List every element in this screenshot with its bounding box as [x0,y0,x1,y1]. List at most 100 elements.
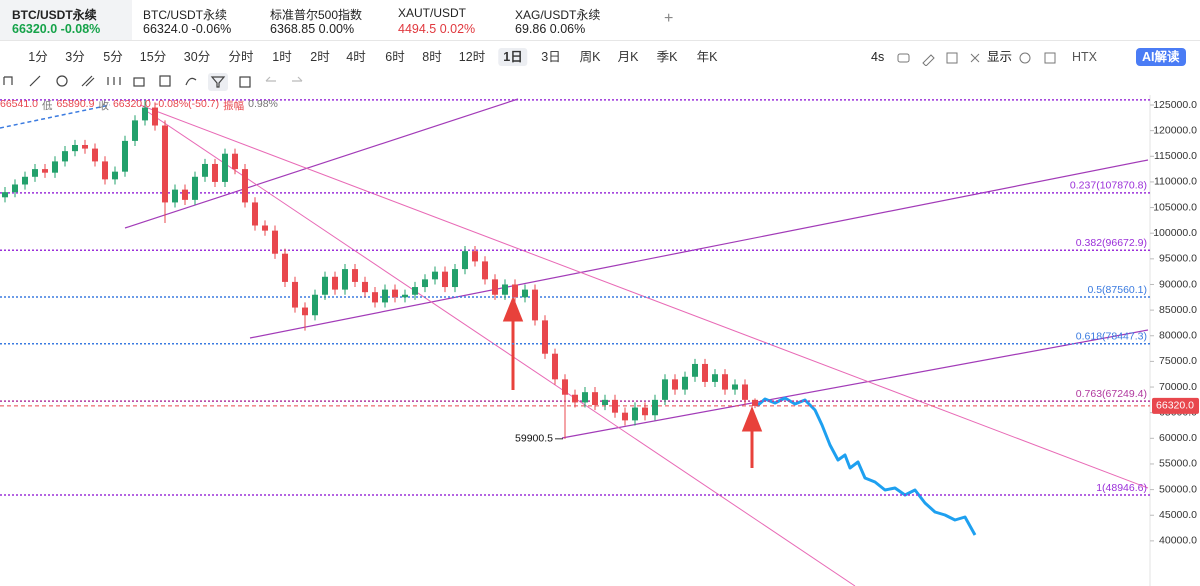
interval-option[interactable]: 1日 [498,48,528,66]
candle-body [332,276,338,290]
interval-option[interactable]: 5分 [103,50,123,64]
exchange-select[interactable]: HTX [1072,48,1097,66]
ticker-price: 4494.5 [398,22,437,36]
candle-body [322,276,328,295]
copy-tool[interactable] [159,75,171,87]
ticker-tab[interactable]: XAG/USDT永续 69.86 0.06% [515,0,640,40]
y-tick-label: 100000.0 [1153,227,1197,239]
candle-body [362,281,368,293]
y-tick-label: 105000.0 [1153,201,1197,213]
candle-body [742,384,748,400]
candle-body [162,125,168,203]
line-tool[interactable] [29,75,41,87]
interval-option[interactable]: 2时 [310,50,330,64]
candle-body [652,399,658,416]
magnet-tool[interactable] [185,77,197,86]
candle-body [192,176,198,200]
active-tab-bg [0,0,132,40]
ai-button[interactable]: AI解读 [1136,48,1186,66]
redo-tool[interactable] [292,76,303,82]
interval-option[interactable]: 3分 [65,50,85,64]
candle-body [732,384,738,390]
interval-option[interactable]: 1时 [272,50,292,64]
interval-option[interactable]: 30分 [183,50,211,64]
interval-option[interactable]: 15分 [139,50,167,64]
camera-icon[interactable] [897,53,910,63]
delete-tool[interactable] [239,76,251,88]
candle-body [142,107,148,121]
layout-icon[interactable] [1044,52,1056,64]
pattern-tool[interactable] [107,77,121,85]
add-tab[interactable]: + [664,10,674,27]
ticker-price: 66324.0 [143,22,189,36]
interval-option[interactable]: 分时 [228,50,254,64]
candle-body [342,269,348,290]
candle-body [52,161,58,173]
ohlc-item: 65890.9 [56,98,95,110]
y-tick-label: 85000.0 [1159,304,1197,316]
candle-body [612,399,618,413]
candle-body [412,287,418,295]
candle-body [542,320,548,354]
interval-option[interactable]: 3日 [541,50,561,64]
candle-body [132,120,138,141]
candle-body [72,144,78,152]
ticker-quote: 4494.5 0.02% [398,22,475,36]
candle-body [642,407,648,416]
fib-label: 0.382(96672.9) [1076,237,1147,249]
interval-option[interactable]: 月K [617,50,639,64]
y-tick-label: 60000.0 [1159,432,1197,444]
frame-icon[interactable] [946,52,958,64]
dashed-trend-line [0,104,111,129]
candle-body [312,294,318,316]
countdown[interactable]: 4s [871,50,885,64]
candle-body [582,392,588,403]
ticker-tab[interactable]: 标准普尔500指数 6368.85 0.00% [270,0,395,40]
candle-body [512,284,518,298]
ticker-tab[interactable]: BTC/USDT永续 66324.0 -0.06% [143,0,268,40]
cursor-tool[interactable] [3,76,13,85]
candle-body [702,363,708,382]
interval-option[interactable]: 6时 [385,50,405,64]
interval-option[interactable]: 12时 [458,50,486,64]
expand-icon[interactable] [970,53,980,63]
candle-body [452,269,458,288]
candle-body [752,399,758,406]
interval-option[interactable]: 周K [579,50,601,64]
pen-icon[interactable] [922,54,935,66]
interval-option[interactable]: 年K [696,50,718,64]
zoom-tool[interactable] [56,75,68,87]
filter-tool[interactable] [210,76,226,88]
settings-icon[interactable] [1019,52,1031,64]
ticker-price: 66320.0 [12,22,58,36]
interval-option[interactable]: 4时 [346,50,366,64]
ohlc-item: 0.98% [248,98,278,110]
undo-tool[interactable] [265,76,276,82]
interval-option[interactable]: 季K [656,50,678,64]
up-arrow [741,405,763,468]
candle-body [252,202,258,226]
lock-tool[interactable] [133,77,145,87]
ticker-tab[interactable]: XAUT/USDT 4494.5 0.02% [398,0,523,40]
channel-line [561,329,1149,439]
interval-option[interactable]: 1分 [28,50,48,64]
y-tick-label: 95000.0 [1159,253,1197,265]
ticker-change: 0.02% [439,22,476,36]
candle-body [92,148,98,162]
downtrend-line [144,109,856,586]
candle-body [172,189,178,203]
candle-body [592,392,598,405]
candle-body [372,292,378,303]
y-tick-label: 45000.0 [1159,509,1197,521]
candle-body [82,144,88,149]
candle-body [662,379,668,400]
ohlc-item: 66320.0 [112,98,151,110]
ticker-tabs: + BTC/USDT永续 66320.0 -0.08% BTC/USDT永续 6632… [0,0,1200,41]
candle-body [402,294,408,298]
pen-tool[interactable] [81,75,95,87]
ticker-tab[interactable]: BTC/USDT永续 66320.0 -0.08% [12,0,137,40]
display-toggle[interactable]: 显示 [987,50,1013,64]
fib-label: 0.763(67249.4) [1076,388,1147,400]
interval-option[interactable]: 8时 [422,50,442,64]
